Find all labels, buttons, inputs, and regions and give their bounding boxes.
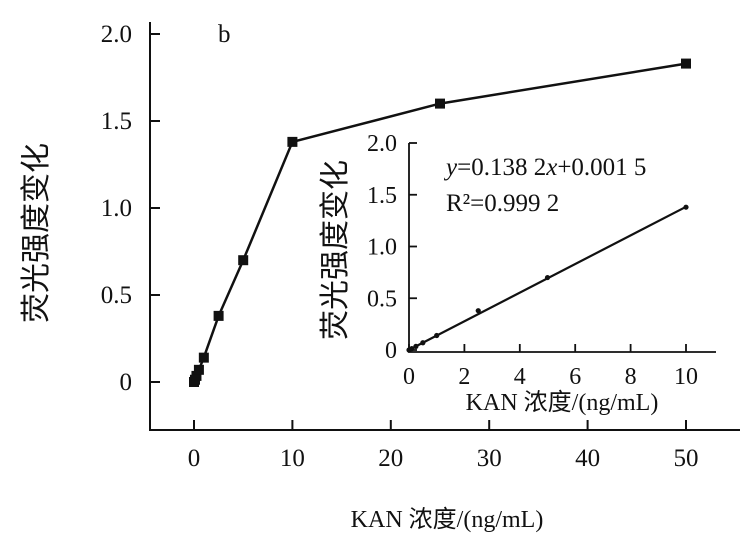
- main-chart: 00.51.01.52.0 0 10 20 30 40 50 b KAN 浓度/(ng/m…: [20, 21, 740, 533]
- inset-series-points: [406, 204, 689, 353]
- main-series-points: [189, 58, 691, 387]
- inset-y-tick-label: 0.5: [367, 286, 397, 312]
- inset-r-squared: R²=0.999 2: [446, 190, 559, 217]
- main-data-point: [287, 136, 298, 147]
- main-y-axis-title: 荧光强度变化: [20, 143, 53, 323]
- main-x-tick-label: 10: [280, 445, 305, 472]
- inset-x-axis-title: KAN 浓度/(ng/mL): [466, 389, 659, 416]
- inset-data-point: [544, 274, 551, 281]
- main-y-tick-label: 0: [120, 369, 133, 396]
- main-data-point: [238, 255, 249, 266]
- main-x-axis-title: KAN 浓度/(ng/mL): [351, 506, 544, 533]
- inset-y-tick-label: 1.5: [367, 183, 397, 209]
- inset-x-ticks: 0 2 4 6 8 10: [403, 344, 698, 390]
- inset-equation: y=0.138 2x+0.001 5: [443, 154, 646, 181]
- main-data-point: [435, 98, 445, 109]
- main-x-tick-label: 50: [674, 445, 699, 472]
- inset-x-tick-label: 10: [674, 364, 698, 390]
- inset-data-point: [683, 204, 689, 210]
- inset-y-axis-title: 荧光强度变化: [319, 160, 352, 340]
- inset-y-tick-label: 1.0: [367, 235, 397, 261]
- inset-x-tick-label: 4: [514, 364, 526, 390]
- inset-x-tick-label: 8: [625, 364, 637, 390]
- main-data-point: [213, 310, 224, 321]
- main-x-tick-label: 20: [378, 445, 403, 472]
- inset-chart: 0 0.5 1.0 1.5 2.0 0 2 4 6 8 10 y=0.138 2x+0.001 5…: [319, 131, 716, 416]
- inset-y-ticks: 0 0.5 1.0 1.5 2.0: [367, 131, 417, 364]
- main-y-tick-label: 1.0: [101, 195, 132, 222]
- main-y-tick-label: 0.5: [101, 282, 132, 309]
- inset-data-point: [434, 332, 440, 339]
- inset-data-point: [420, 340, 426, 346]
- main-axes-frame: [149, 22, 740, 431]
- main-y-tick-label: 1.5: [101, 108, 132, 135]
- inset-y-tick-label: 0: [385, 338, 397, 364]
- main-data-point: [193, 364, 204, 375]
- inset-x-tick-label: 2: [458, 364, 470, 390]
- inset-data-point: [413, 343, 419, 349]
- inset-y-tick-label: 2.0: [367, 131, 397, 157]
- main-x-ticks: 0 10 20 30 40 50: [188, 420, 699, 472]
- main-x-tick-label: 40: [575, 445, 600, 472]
- main-data-point: [681, 58, 691, 69]
- main-x-tick-label: 0: [188, 445, 201, 472]
- inset-x-tick-label: 6: [569, 364, 581, 390]
- inset-data-point: [409, 346, 415, 352]
- main-data-point: [198, 352, 209, 363]
- main-y-tick-label: 2.0: [101, 21, 132, 48]
- inset-x-tick-label: 0: [403, 364, 415, 390]
- main-y-ticks: 0 0.5 1.0 1.5 2.0: [101, 21, 160, 396]
- main-x-tick-label: 30: [477, 445, 502, 472]
- inset-data-point: [475, 308, 481, 314]
- main-data-point: [191, 370, 202, 381]
- panel-label: b: [218, 21, 231, 48]
